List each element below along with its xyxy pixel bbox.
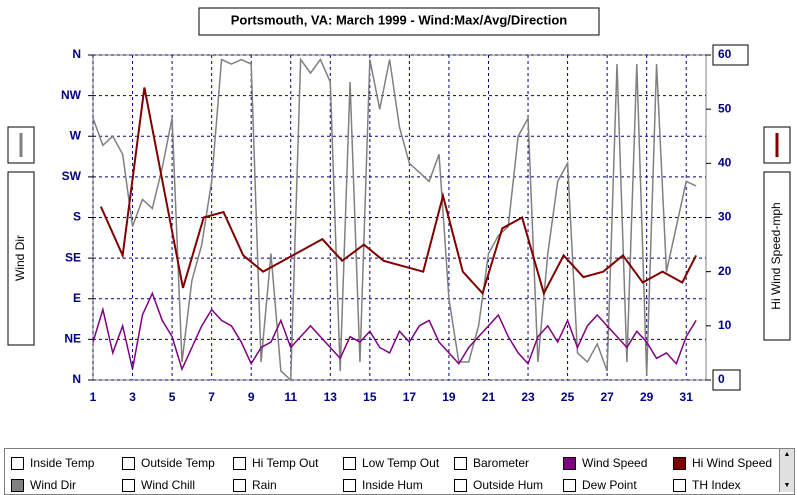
- checkbox-box[interactable]: [343, 478, 356, 492]
- y-tick-label: N: [72, 372, 81, 386]
- x-tick-label: 19: [442, 390, 456, 404]
- y2-tick-label: 20: [718, 264, 732, 278]
- checkbox[interactable]: Wind Speed: [563, 456, 647, 470]
- y-axis-label: Wind Dir: [13, 235, 27, 281]
- x-tick-label: 1: [90, 390, 97, 404]
- scroll-down[interactable]: ▼: [783, 482, 791, 489]
- y2-tick-label: 50: [718, 101, 732, 115]
- x-tick-label: 23: [521, 390, 535, 404]
- y-tick-label: SW: [62, 169, 82, 183]
- checkbox[interactable]: Dew Point: [563, 478, 637, 492]
- checkbox-box[interactable]: [454, 478, 467, 492]
- checkbox[interactable]: Hi Wind Speed: [673, 456, 772, 470]
- y-tick-label: W: [70, 128, 82, 142]
- y-tick-label: S: [73, 210, 81, 224]
- y-tick-label: E: [73, 291, 81, 305]
- checkbox-label: Wind Speed: [582, 456, 648, 470]
- x-tick-label: 7: [208, 390, 215, 404]
- chart: Portsmouth, VA: March 1999 - Wind:Max/Av…: [7, 7, 791, 404]
- scroll-up[interactable]: ▲: [783, 451, 791, 458]
- checkbox[interactable]: Outside Hum: [454, 478, 543, 492]
- checkbox-box[interactable]: [11, 456, 24, 470]
- x-tick-label: 5: [169, 390, 176, 404]
- checkbox-label: Wind Chill: [141, 478, 196, 492]
- x-tick-label: 3: [129, 390, 136, 404]
- x-tick-label: 21: [482, 390, 496, 404]
- checkbox-box[interactable]: [454, 456, 467, 470]
- checkbox-label: Hi Temp Out: [252, 456, 319, 470]
- checkbox-label: TH Index: [692, 478, 741, 492]
- checkbox-label: Outside Temp: [141, 456, 215, 470]
- checkbox-label: Inside Temp: [30, 456, 95, 470]
- y2-tick-label: 30: [718, 210, 732, 224]
- x-tick-label: 25: [561, 390, 575, 404]
- checkbox-box[interactable]: [11, 478, 24, 492]
- x-tick-label: 13: [324, 390, 338, 404]
- checkbox-box[interactable]: [122, 478, 135, 492]
- y2-tick-label: 10: [718, 318, 732, 332]
- checkbox[interactable]: Wind Dir: [11, 478, 76, 492]
- y-tick-label: N: [72, 47, 81, 61]
- checkbox-label: Hi Wind Speed: [692, 456, 773, 470]
- y2-tick-label: 0: [718, 372, 725, 386]
- x-tick-label: 29: [640, 390, 654, 404]
- chart-title: Portsmouth, VA: March 1999 - Wind:Max/Av…: [231, 12, 568, 27]
- legend-panel: ▲ ▼ Inside Temp Outside Temp Hi Temp Out Lo…: [4, 448, 795, 495]
- y-tick-label: NE: [64, 332, 81, 346]
- right-label-box: [763, 171, 791, 341]
- x-tick-label: 31: [680, 390, 694, 404]
- checkbox-box[interactable]: [233, 456, 246, 470]
- checkbox-label: Dew Point: [582, 478, 637, 492]
- checkbox-box[interactable]: [673, 478, 686, 492]
- checkbox-label: Inside Hum: [362, 478, 423, 492]
- series-line: [99, 87, 698, 297]
- y2-tick-box: [712, 369, 741, 391]
- checkbox[interactable]: Inside Temp: [11, 456, 94, 470]
- checkbox[interactable]: Outside Temp: [122, 456, 215, 470]
- y-tick-label: SE: [65, 250, 81, 264]
- y-tick-label: NW: [61, 88, 82, 102]
- checkbox-label: Outside Hum: [473, 478, 544, 492]
- checkbox-box[interactable]: [122, 456, 135, 470]
- checkbox[interactable]: Wind Chill: [122, 478, 195, 492]
- checkbox-label: Rain: [252, 478, 277, 492]
- y2-tick-label: 60: [718, 47, 732, 61]
- checkbox[interactable]: Rain: [233, 478, 277, 492]
- x-tick-label: 15: [363, 390, 377, 404]
- left-label-box: [7, 171, 35, 346]
- checkbox[interactable]: Hi Temp Out: [233, 456, 318, 470]
- x-tick-label: 27: [600, 390, 614, 404]
- series-line: [92, 291, 697, 372]
- x-tick-label: 11: [284, 390, 297, 404]
- checkbox-box[interactable]: [673, 456, 686, 470]
- checkbox-box[interactable]: [233, 478, 246, 492]
- checkbox-box[interactable]: [563, 478, 576, 492]
- checkbox-label: Wind Dir: [30, 478, 77, 492]
- x-tick-label: 17: [403, 390, 417, 404]
- checkbox-label: Low Temp Out: [362, 456, 440, 470]
- scrollbar[interactable]: ▲ ▼: [779, 449, 794, 492]
- checkbox[interactable]: Barometer: [454, 456, 529, 470]
- y2-tick-box: [712, 44, 749, 66]
- y2-axis-label: Hi Wind Speed-mph: [769, 202, 783, 309]
- checkbox-box[interactable]: [343, 456, 356, 470]
- y2-tick-label: 40: [718, 156, 732, 170]
- checkbox-label: Barometer: [473, 456, 530, 470]
- checkbox-box[interactable]: [563, 456, 576, 470]
- checkbox[interactable]: TH Index: [673, 478, 741, 492]
- x-tick-label: 9: [248, 390, 255, 404]
- checkbox[interactable]: Low Temp Out: [343, 456, 439, 470]
- title-box: [198, 7, 600, 36]
- checkbox[interactable]: Inside Hum: [343, 478, 423, 492]
- series-line: [92, 57, 697, 382]
